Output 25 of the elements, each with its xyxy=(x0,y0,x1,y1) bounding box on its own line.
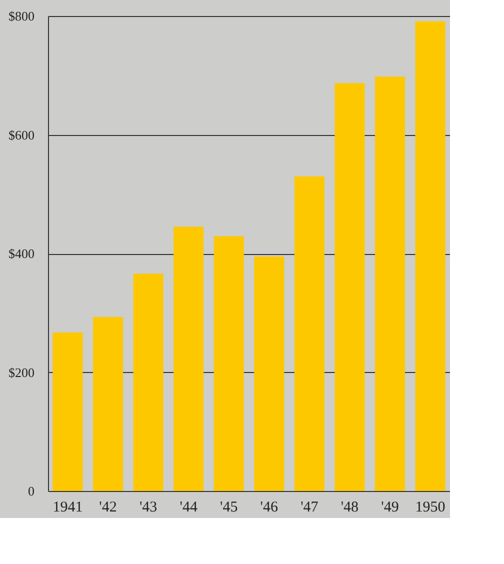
bar xyxy=(254,256,284,491)
x-tick-label: '42 xyxy=(99,500,117,516)
y-tick-label: $600 xyxy=(8,127,34,142)
x-tick-label: '45 xyxy=(220,500,238,516)
x-tick-label: 1950 xyxy=(415,500,446,516)
bar xyxy=(52,332,83,491)
x-tick-label: '43 xyxy=(139,500,158,516)
y-tick-label: $800 xyxy=(8,8,34,24)
x-tick-label: '47 xyxy=(300,500,319,516)
bar xyxy=(334,83,365,491)
bar xyxy=(133,274,164,491)
bar xyxy=(415,21,446,491)
y-tick-label: $200 xyxy=(8,364,34,380)
bar xyxy=(214,236,244,491)
bar xyxy=(93,317,124,491)
x-tick-label: '44 xyxy=(180,500,198,516)
x-tick-label: 1941 xyxy=(52,500,83,516)
bar xyxy=(174,226,204,491)
x-tick-label: '49 xyxy=(381,500,399,516)
y-tick-label: $400 xyxy=(8,246,34,261)
x-tick-label: '48 xyxy=(340,500,359,516)
x-tick-label: '46 xyxy=(260,500,278,516)
y-tick-label: 0 xyxy=(28,484,34,498)
bar xyxy=(374,76,405,491)
bar xyxy=(294,176,324,491)
